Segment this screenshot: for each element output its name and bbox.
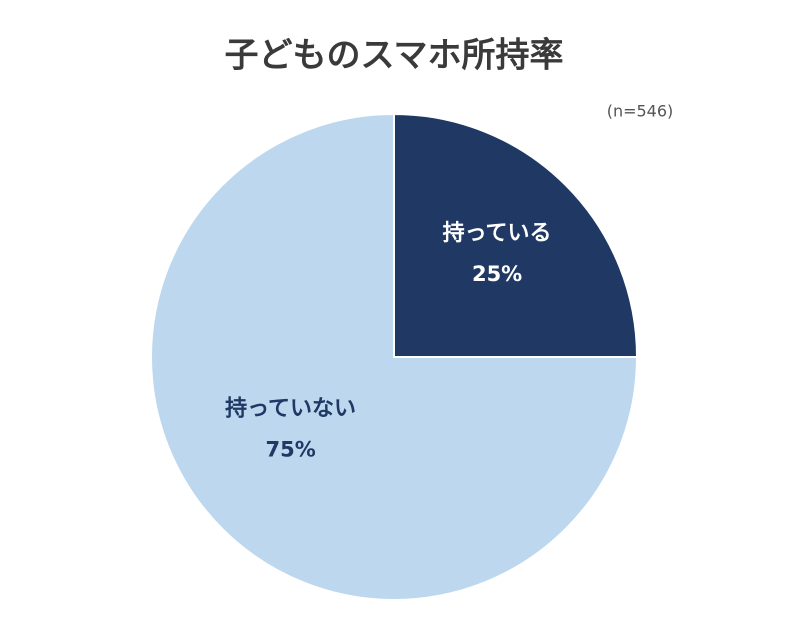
slice-label: 持っていない xyxy=(225,397,356,422)
pie-slice xyxy=(150,112,639,601)
chart-title: 子どものスマホ所持率 xyxy=(225,36,564,76)
slice-value-label: 25% xyxy=(472,262,522,286)
chart-subtitle: (n=546) xyxy=(607,102,674,121)
slice-value-label: 75% xyxy=(265,438,315,462)
slice-label: 持っている xyxy=(443,221,552,246)
pie-slice xyxy=(393,112,639,358)
